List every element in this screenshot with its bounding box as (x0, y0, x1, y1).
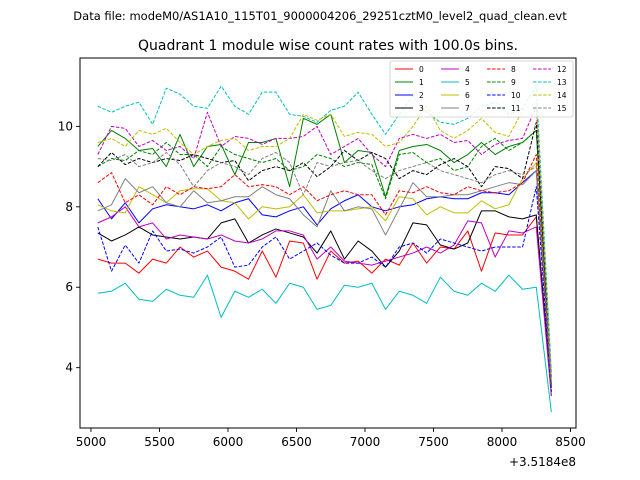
series-line-3 (97, 210, 552, 392)
series-line-9 (97, 129, 552, 384)
y-tick-label: 10 (58, 119, 73, 133)
series-line-8 (97, 154, 552, 388)
series-line-2 (97, 170, 552, 388)
x-tick-label: 7500 (418, 435, 449, 449)
legend-label-3: 3 (419, 104, 424, 113)
x-axis-offset-label: +3.5184e8 (509, 455, 576, 469)
axes-frame (79, 57, 577, 429)
plot-area (97, 85, 552, 412)
series-line-5 (97, 274, 552, 412)
series-line-6 (97, 162, 552, 392)
series-line-14 (97, 101, 552, 380)
legend-label-12: 12 (557, 65, 567, 74)
series-line-4 (97, 206, 552, 396)
legend-label-9: 9 (511, 78, 516, 87)
legend-label-11: 11 (511, 104, 521, 113)
y-tick-label: 8 (65, 200, 73, 214)
series-line-12 (97, 105, 552, 376)
legend-label-10: 10 (511, 91, 521, 100)
legend-box (389, 60, 574, 118)
x-tick-label: 6000 (213, 435, 244, 449)
legend-label-2: 2 (419, 91, 424, 100)
legend-label-5: 5 (465, 78, 470, 87)
legend-label-4: 4 (465, 65, 470, 74)
chart-title: Quadrant 1 module wise count rates with … (138, 38, 518, 54)
y-tick-label: 6 (65, 280, 73, 294)
x-tick-label: 8000 (487, 435, 518, 449)
legend-label-15: 15 (557, 104, 567, 113)
legend-label-1: 1 (419, 78, 424, 87)
x-tick-label: 5000 (76, 435, 107, 449)
legend-label-13: 13 (557, 78, 567, 87)
series-line-11 (97, 121, 552, 380)
legend-label-8: 8 (511, 65, 516, 74)
legend-label-0: 0 (419, 65, 424, 74)
series-line-7 (97, 170, 552, 388)
y-axis-ticks: 4 6 8 10 (58, 119, 80, 375)
legend-label-6: 6 (465, 91, 470, 100)
figure-suptitle: Data file: modeM0/AS1A10_115T01_90000042… (73, 9, 567, 23)
y-tick-label: 4 (65, 361, 73, 375)
x-tick-label: 6500 (281, 435, 312, 449)
series-line-10 (97, 186, 552, 392)
x-tick-label: 8500 (555, 435, 586, 449)
series-line-15 (97, 152, 552, 384)
series-line-1 (97, 113, 552, 384)
x-tick-label: 5500 (144, 435, 175, 449)
x-tick-label: 7000 (350, 435, 381, 449)
legend-label-14: 14 (557, 91, 567, 100)
series-line-0 (97, 216, 552, 396)
x-axis-ticks: 5000 5500 6000 6500 7000 7500 8000 8500 (76, 428, 586, 449)
legend-label-7: 7 (465, 104, 470, 113)
